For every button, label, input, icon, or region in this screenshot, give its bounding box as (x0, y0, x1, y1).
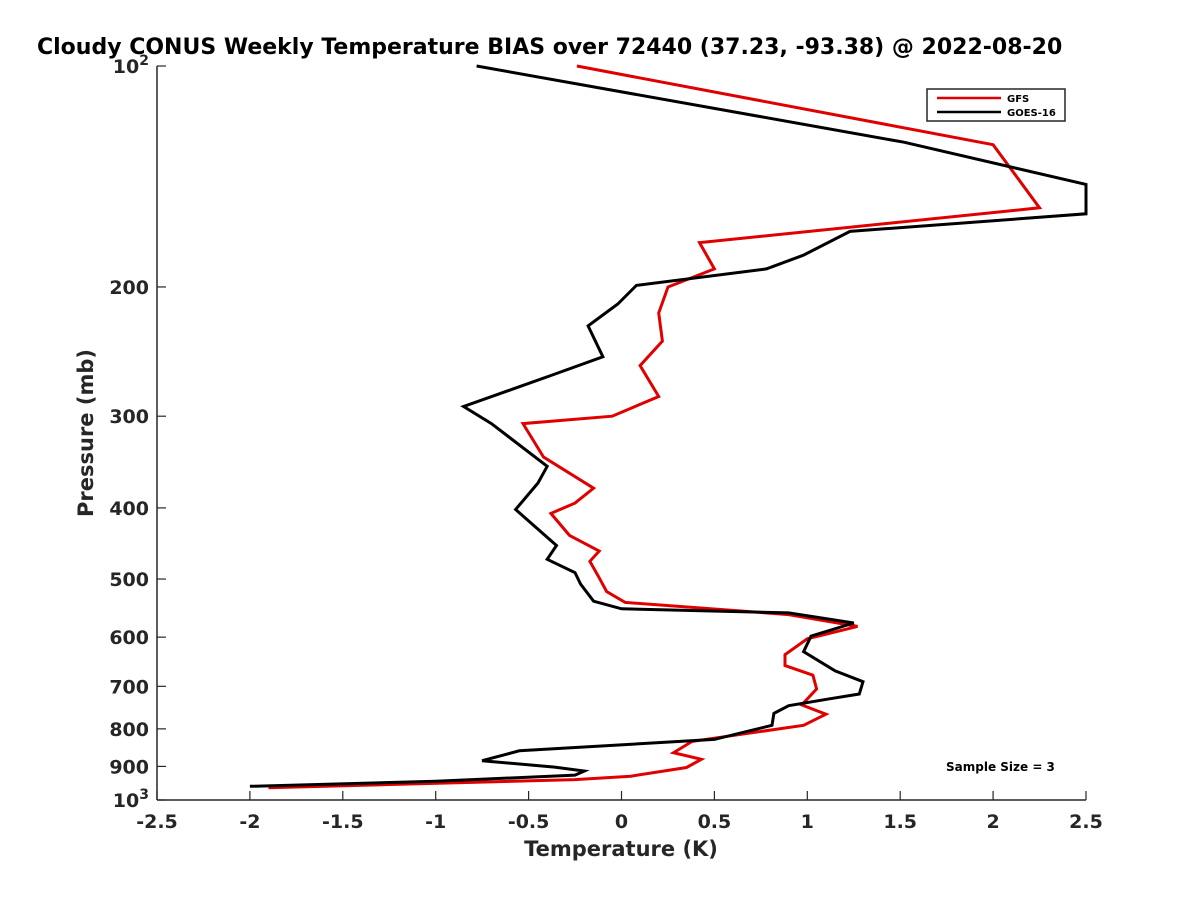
chart-title: Cloudy CONUS Weekly Temperature BIAS ove… (37, 35, 1062, 60)
x-tick-label: -0.5 (508, 811, 550, 833)
legend-label: GFS (1007, 94, 1029, 105)
sample-size-annotation: Sample Size = 3 (946, 760, 1055, 774)
y-tick-label: 900 (109, 756, 149, 778)
x-tick-label: 1 (801, 811, 814, 833)
x-tick-label: 2.5 (1069, 811, 1103, 833)
legend-label: GOES-16 (1007, 108, 1056, 119)
y-tick-label: 300 (109, 406, 149, 428)
x-tick-label: 1.5 (883, 811, 917, 833)
x-tick-label: -1 (425, 811, 446, 833)
x-tick-label: -1.5 (322, 811, 364, 833)
series-line-goes-16 (249, 64, 1088, 788)
y-tick-label: 102 (113, 53, 149, 78)
y-tick-label: 800 (109, 719, 149, 741)
legend-box (926, 88, 1066, 122)
y-tick-label: 400 (109, 498, 149, 520)
series-layer (249, 64, 1088, 790)
y-axis-label: Pressure (mb) (74, 349, 98, 517)
x-axis-label: Temperature (K) (524, 837, 718, 861)
y-tick-label: 200 (109, 277, 149, 299)
y-tick-label: 700 (109, 676, 149, 698)
x-tick-label: 2 (986, 811, 999, 833)
series-line-gfs (268, 64, 1043, 790)
y-tick-label: 600 (109, 627, 149, 649)
y-tick-label: 500 (109, 569, 149, 591)
y-tick-label: 103 (113, 787, 149, 812)
legend: GFS GOES-16 (926, 88, 1066, 122)
x-tick-label: 0 (615, 811, 628, 833)
x-tick-label: -2 (239, 811, 260, 833)
x-tick-label: -2.5 (136, 811, 178, 833)
x-tick-label: 0.5 (698, 811, 732, 833)
axes: -2.5 -2 -1.5 -1 -0.5 0 0.5 1 1.5 2 2.5 102 200 300 400… (109, 53, 1103, 833)
